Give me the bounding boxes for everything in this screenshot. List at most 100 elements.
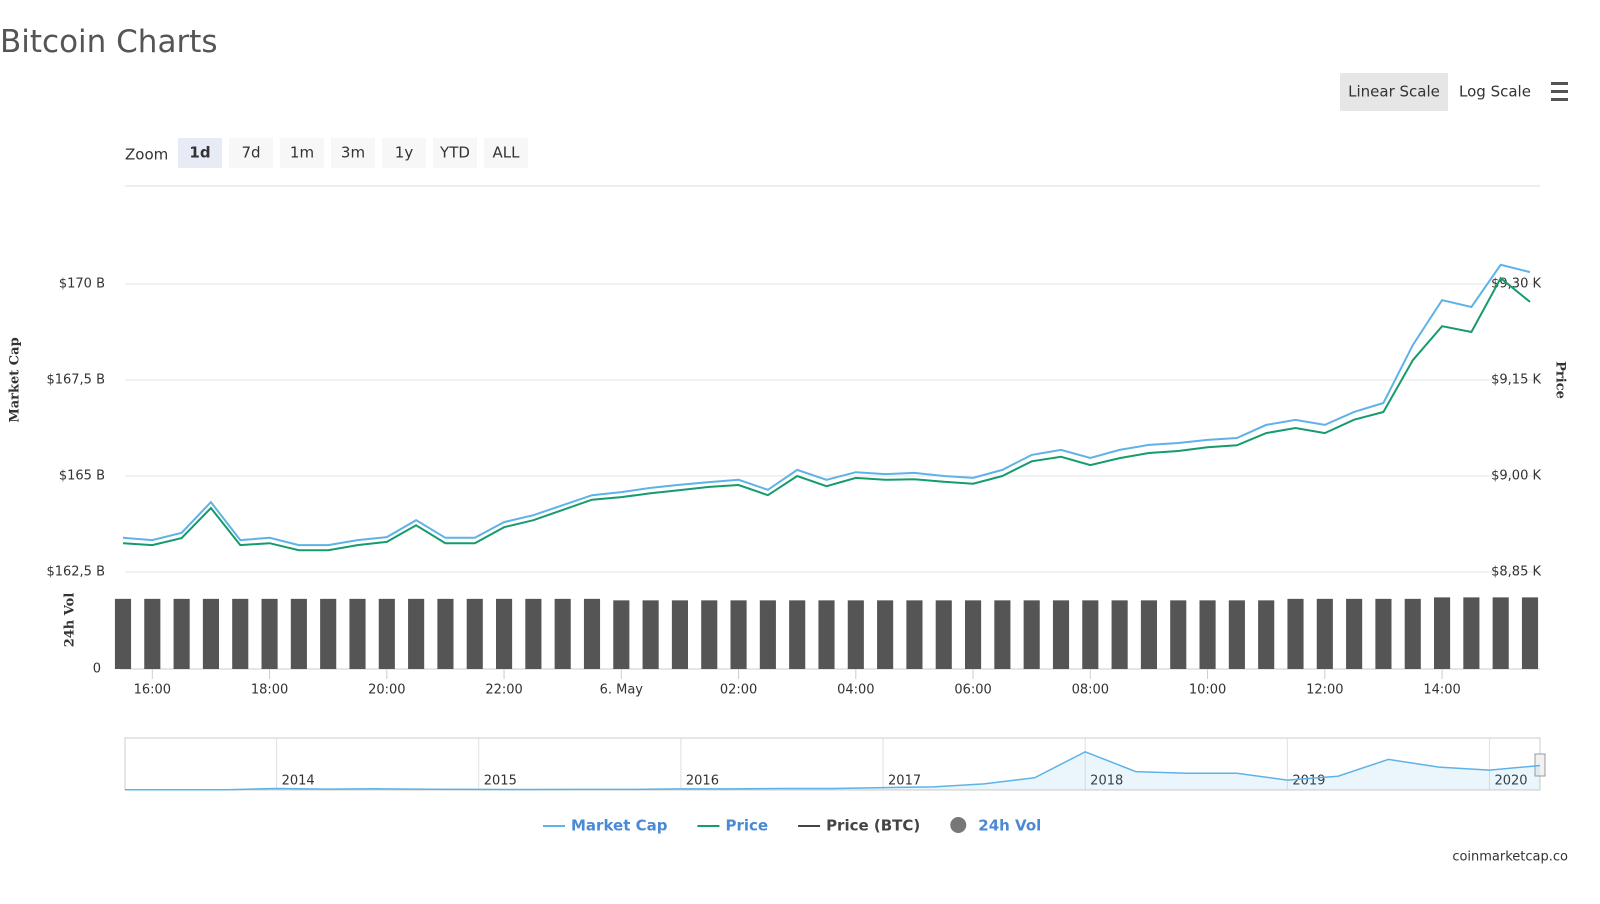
y-axis-title: Market Cap: [8, 337, 23, 422]
volume-bar: [261, 598, 278, 669]
volume-bar: [935, 600, 952, 669]
volume-bar: [114, 598, 132, 669]
volume-bar: [759, 600, 776, 669]
volume-bar: [642, 600, 659, 669]
volume-bar: [1346, 598, 1363, 669]
zoom-button[interactable]: 3m: [341, 144, 365, 162]
volume-bar: [1521, 597, 1539, 669]
zoom-button-bg[interactable]: [433, 138, 477, 168]
x-tick-label: 14:00: [1423, 683, 1460, 698]
volume-bar: [847, 600, 864, 669]
x-tick-label: 16:00: [134, 683, 171, 698]
navigator-tick-label: 2020: [1494, 774, 1527, 789]
volume-bar: [525, 598, 542, 669]
x-tick-label: 12:00: [1306, 683, 1343, 698]
scale-button[interactable]: Linear Scale: [1348, 83, 1440, 101]
volume-bar: [701, 600, 718, 669]
navigator-tick-label: 2017: [888, 774, 921, 789]
scale-button-bg: [1340, 73, 1448, 111]
volume-bar: [1082, 600, 1099, 669]
navigator-tick-label: 2018: [1090, 774, 1123, 789]
volume-bar: [1492, 597, 1509, 669]
vol-tick-label: 0: [93, 662, 101, 677]
volume-bar: [202, 598, 219, 669]
zoom-button[interactable]: 1m: [290, 144, 314, 162]
menu-icon[interactable]: [1551, 82, 1568, 101]
volume-bar: [1434, 597, 1451, 669]
chart-title: Bitcoin Charts: [0, 24, 218, 60]
volume-bar: [232, 598, 249, 669]
volume-bar: [437, 598, 454, 669]
volume-bar: [965, 600, 982, 669]
y2-tick-label: $8,85 K: [1491, 565, 1541, 580]
volume-bar: [1375, 598, 1392, 669]
y2-axis-title: Price: [1553, 361, 1568, 399]
volume-bar: [1111, 600, 1128, 669]
y-tick-label: $167,5 B: [46, 373, 105, 388]
volume-bar: [1199, 600, 1216, 669]
volume-bar: [877, 600, 894, 669]
zoom-button-bg[interactable]: [280, 138, 324, 168]
volume-bar: [1170, 600, 1187, 669]
volume-bar: [1316, 598, 1333, 669]
volume-bar: [554, 598, 571, 669]
zoom-button-bg[interactable]: [484, 138, 528, 168]
legend-marker[interactable]: [950, 817, 967, 833]
volume-bar: [1140, 600, 1157, 669]
y2-tick-label: $9,15 K: [1491, 373, 1541, 388]
volume-bar: [466, 598, 483, 669]
volume-bar: [1023, 600, 1040, 669]
zoom-button[interactable]: ALL: [493, 144, 521, 162]
volume-bar: [1463, 597, 1480, 669]
scale-button[interactable]: Log Scale: [1459, 83, 1531, 101]
zoom-button-bg[interactable]: [229, 138, 273, 168]
series-line: [122, 263, 1531, 547]
x-tick-label: 02:00: [720, 683, 757, 698]
volume-bar: [613, 600, 630, 669]
volume-bar: [173, 598, 190, 669]
legend-label[interactable]: Price: [725, 817, 768, 835]
zoom-button[interactable]: YTD: [439, 144, 470, 162]
zoom-button-bg[interactable]: [178, 138, 222, 168]
navigator-tick-label: 2015: [484, 774, 517, 789]
zoom-button[interactable]: 7d: [241, 144, 260, 162]
x-tick-label: 6. May: [600, 683, 644, 698]
x-tick-label: 08:00: [1072, 683, 1109, 698]
menu-bar: [1551, 98, 1568, 101]
volume-bar: [378, 598, 395, 669]
legend-label[interactable]: Price (BTC): [826, 817, 920, 835]
zoom-button[interactable]: 1d: [189, 144, 210, 162]
volume-bar: [290, 598, 307, 669]
zoom-button-bg[interactable]: [331, 138, 375, 168]
volume-bar: [994, 600, 1011, 669]
y-tick-label: $162,5 B: [46, 565, 105, 580]
navigator-area: [125, 751, 1540, 790]
volume-bar: [320, 598, 337, 669]
volume-bar: [818, 600, 835, 669]
x-tick-label: 10:00: [1189, 683, 1226, 698]
series-line: [122, 276, 1531, 552]
legend-label[interactable]: Market Cap: [571, 817, 668, 835]
x-tick-label: 06:00: [954, 683, 991, 698]
menu-bar: [1551, 90, 1568, 93]
vol-axis-title: 24h Vol: [63, 593, 78, 648]
zoom-button[interactable]: 1y: [395, 144, 414, 162]
volume-bar: [349, 598, 366, 669]
x-tick-label: 04:00: [837, 683, 874, 698]
volume-bar: [671, 600, 688, 669]
x-tick-label: 22:00: [485, 683, 522, 698]
volume-bar: [730, 600, 747, 669]
volume-bar: [1052, 600, 1070, 669]
volume-bar: [583, 598, 601, 669]
navigator-line: [125, 750, 1541, 791]
legend-label[interactable]: 24h Vol: [978, 817, 1041, 835]
y-tick-label: $165 B: [59, 469, 105, 484]
navigator-handle[interactable]: [1534, 753, 1546, 777]
navigator-tick-label: 2014: [282, 774, 315, 789]
x-tick-label: 20:00: [368, 683, 405, 698]
navigator-tick-label: 2016: [686, 774, 719, 789]
zoom-button-bg[interactable]: [382, 138, 426, 168]
volume-bar: [1287, 598, 1304, 669]
volume-bar: [408, 598, 425, 669]
